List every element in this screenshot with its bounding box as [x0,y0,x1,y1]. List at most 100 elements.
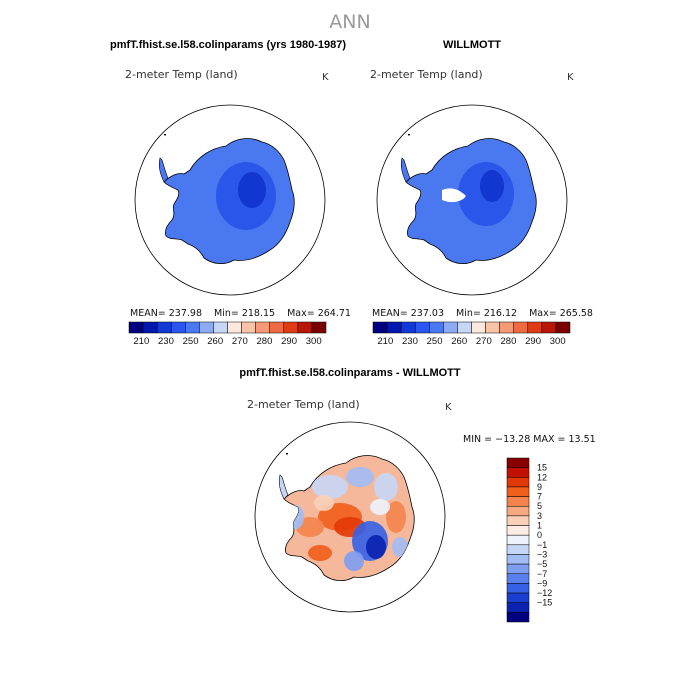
colorbar-tick-label: 250 [427,336,443,347]
anomaly-patch [392,537,408,557]
colorbar-tick-label: 300 [550,336,566,347]
page-title: ANN [329,11,370,33]
colorbar-tick-label: 230 [158,336,174,347]
colorbar-swatch [372,321,388,334]
colorbar-swatch [506,563,530,575]
colorbar-swatch [213,321,228,334]
units-label: K [322,72,329,83]
panel-observation: WILLMOTT 2-meter Temp (land) K MEAN= 237.… [370,39,593,347]
anomaly-patch [314,495,334,511]
colorbar-tick-label: 0 [537,530,542,540]
colorbar-swatch [527,321,543,334]
colorbar-swatch [457,321,472,334]
map-boundary-circle [254,421,446,613]
colorbar-swatch [506,467,530,478]
colorbar [372,321,571,334]
colorbar-tick-label: 290 [525,336,541,347]
colorbar-tick-label: 7 [537,492,542,502]
colorbar-swatch [142,321,158,334]
colorbar-tick-label: 9 [537,482,542,492]
antarctic-peninsula [278,474,289,500]
anomaly-patch [344,551,364,571]
anomaly-patch [308,545,332,561]
ice-shelf-gap [442,188,466,203]
variable-label: 2-meter Temp (land) [247,398,360,411]
antarctic-landmass [278,453,415,582]
colorbar-swatch [255,321,270,334]
colorbar-swatch [485,321,500,334]
colorbar-swatch [506,515,530,526]
colorbar-swatch [506,573,530,584]
panel-model: pmfT.fhist.se.l58.colinparams (yrs 1980-… [110,39,351,347]
colorbar-swatch [269,321,285,334]
colorbar [128,321,327,334]
colorbar-swatch [128,321,144,334]
difference-anomaly-patches [288,467,408,571]
minmax-text: MIN = −13.28 MAX = 13.51 [463,434,596,445]
island-marker [286,453,288,455]
colorbar-tick-label: 300 [306,336,322,347]
colorbar-swatch [506,457,530,468]
vertical-colorbar [506,457,530,623]
colorbar-tick-label: −1 [537,540,547,550]
colorbar-swatch [499,321,514,334]
anomaly-patch [386,501,406,533]
colorbar-tick-label: −15 [537,598,552,608]
antarctic-landmass [158,134,295,265]
colorbar-swatch [555,321,571,334]
antarctica-map [376,104,568,296]
colorbar-tick-label: 210 [133,336,149,347]
colorbar-swatch [443,321,458,334]
variable-label: 2-meter Temp (land) [370,68,483,81]
colorbar-swatch [506,525,530,536]
colorbar-swatch [506,544,530,555]
colorbar-tick-label: 260 [451,336,467,347]
stats-text: MEAN= 237.03 Min= 216.12 Max= 265.58 [372,308,593,319]
colorbar-tick-label: 290 [281,336,297,347]
colorbar-tick-label: 5 [537,501,542,511]
colorbar-tick-labels: 210 230 250 260 270 280 290 300 [377,336,565,347]
coldest-core-region [480,170,504,202]
colorbar-tick-label: −5 [537,559,547,569]
colorbar-swatch [506,505,530,517]
island-marker [408,134,410,136]
anomaly-patch [366,535,386,559]
colorbar-swatch [506,477,530,488]
colorbar-swatch [506,486,530,497]
colorbar-tick-label: −7 [537,569,547,579]
panel-difference: pmfT.fhist.se.l58.colinparams - WILLMOTT… [239,367,596,623]
colorbar-swatch [241,321,256,334]
panel-heading: pmfT.fhist.se.l58.colinparams (yrs 1980-… [110,39,346,51]
colorbar-tick-label: 15 [537,463,547,473]
island-marker [164,134,166,136]
anomaly-patch [370,499,390,515]
coldest-core-region [238,172,266,208]
colorbar-swatch [386,321,402,334]
colorbar-swatch [199,321,214,334]
colorbar-swatch [414,321,430,334]
colorbar-swatch [506,496,530,507]
colorbar-swatch [170,321,186,334]
colorbar-swatch [311,321,327,334]
colorbar-tick-label: 280 [501,336,517,347]
map-boundary-circle [376,104,568,296]
colorbar-tick-label: 3 [537,511,542,521]
colorbar-swatch [513,321,529,334]
variable-label: 2-meter Temp (land) [125,68,238,81]
colorbar-swatch [541,321,557,334]
colorbar-swatch [400,321,416,334]
stats-text: MEAN= 237.98 Min= 218.15 Max= 264.71 [130,308,351,319]
colorbar-tick-label: 270 [476,336,492,347]
colorbar-tick-label: −9 [537,578,547,588]
units-label: K [445,402,452,413]
colorbar-tick-label: 210 [377,336,393,347]
colorbar-tick-label: 270 [232,336,248,347]
map-boundary-circle [134,104,326,296]
colorbar-swatch [297,321,313,334]
anomaly-patch [346,467,374,487]
anomaly-patch [374,473,398,501]
antarctica-map [134,104,326,296]
units-label: K [567,72,574,83]
